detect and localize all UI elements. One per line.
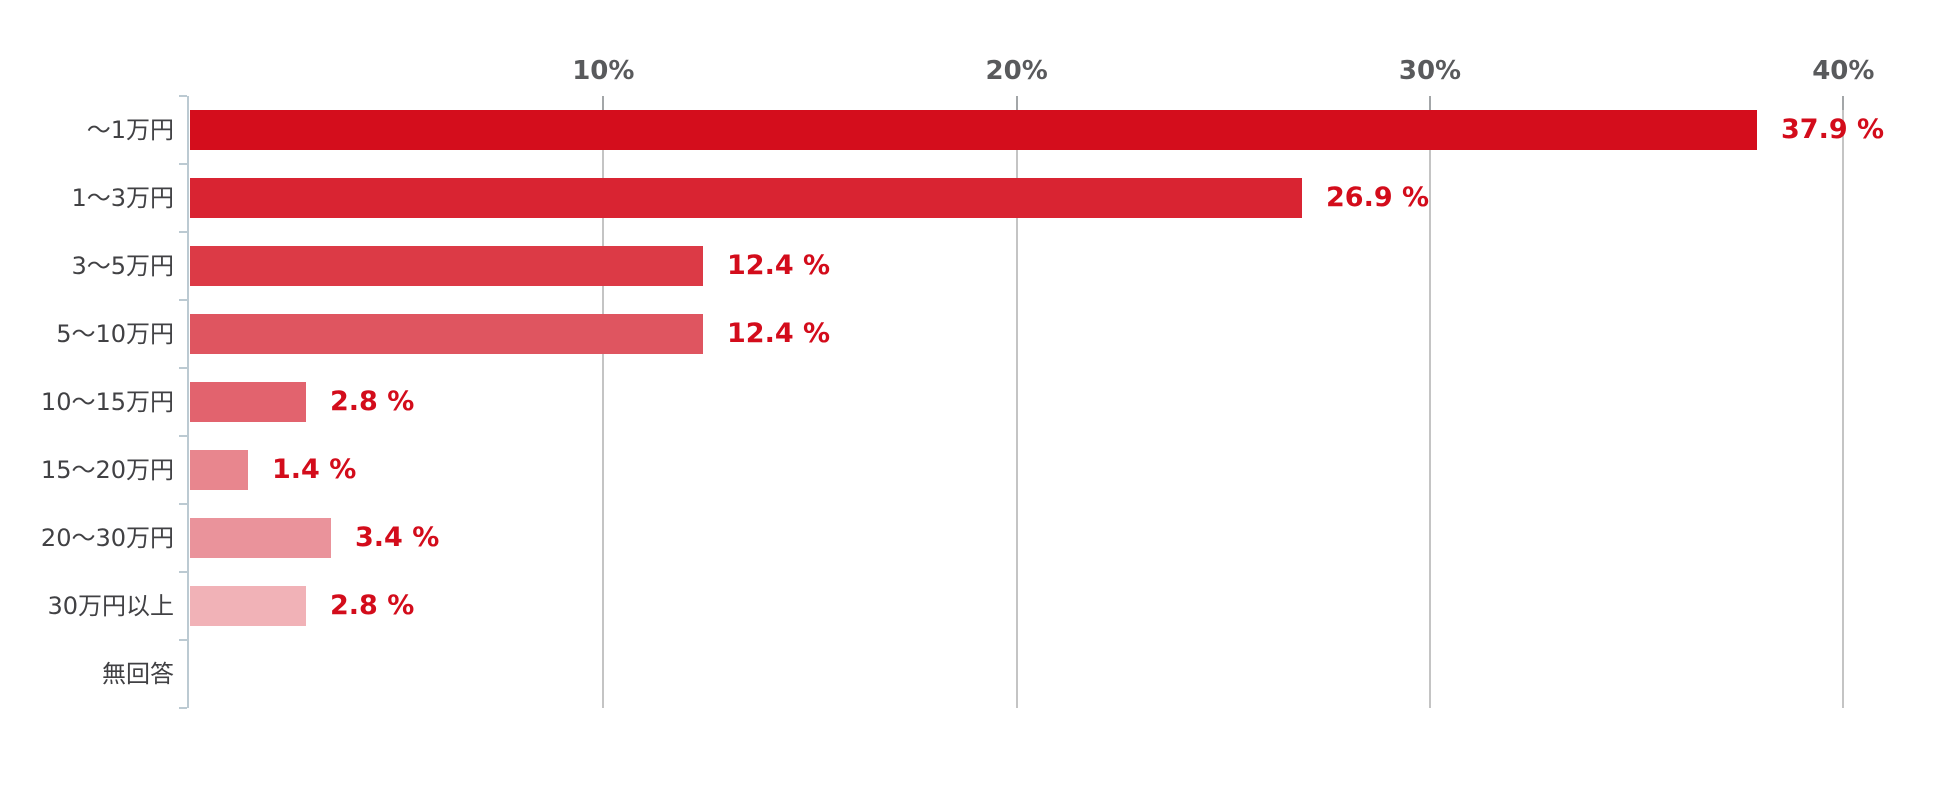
x-gridline-stub [1842,96,1845,110]
bar [190,110,1757,150]
value-label: 1.4 % [272,454,357,485]
x-gridline [1428,96,1431,708]
value-label: 37.9 % [1781,114,1885,145]
value-label: 12.4 % [727,318,831,349]
x-axis-tick-label: 30% [1398,56,1462,86]
value-label: 2.8 % [330,590,415,621]
x-gridline-stub [602,96,605,110]
x-gridline [1015,96,1018,708]
category-label: 30万円以上 [47,592,174,620]
x-axis-tick-label: 40% [1812,56,1875,86]
category-label: 20〜30万円 [40,524,174,552]
y-axis-tick [179,367,187,369]
x-axis-tick-label: 20% [985,56,1048,86]
category-label: 5〜10万円 [56,320,174,348]
x-gridline [602,96,605,708]
y-axis-tick [179,639,187,641]
y-axis-tick [179,231,187,233]
y-axis-tick [179,435,187,437]
category-label: 3〜5万円 [71,252,174,280]
bar [190,518,331,558]
y-axis-tick [179,503,187,505]
value-label: 26.9 % [1326,182,1430,213]
bar [190,586,306,626]
category-label: 15〜20万円 [40,456,174,484]
value-label: 3.4 % [355,522,440,553]
category-label: 〜1万円 [86,116,174,144]
bar [190,450,248,490]
y-axis-tick [179,163,187,165]
bar [190,314,703,354]
value-label: 2.8 % [330,386,415,417]
bar [190,178,1302,218]
x-gridline-stub [1428,96,1431,110]
y-axis-line [187,96,189,708]
category-label: 10〜15万円 [40,388,174,416]
y-axis-tick [179,571,187,573]
x-axis-tick-label: 10% [572,56,635,86]
category-label: 無回答 [102,660,174,688]
x-gridline [1842,96,1845,708]
y-axis-tick [179,95,187,97]
bar [190,246,703,286]
value-label: 12.4 % [727,250,831,281]
y-axis-tick [179,299,187,301]
category-label: 1〜3万円 [71,184,174,212]
bar [190,382,306,422]
x-gridline-stub [1015,96,1018,110]
y-axis-tick [179,707,187,709]
